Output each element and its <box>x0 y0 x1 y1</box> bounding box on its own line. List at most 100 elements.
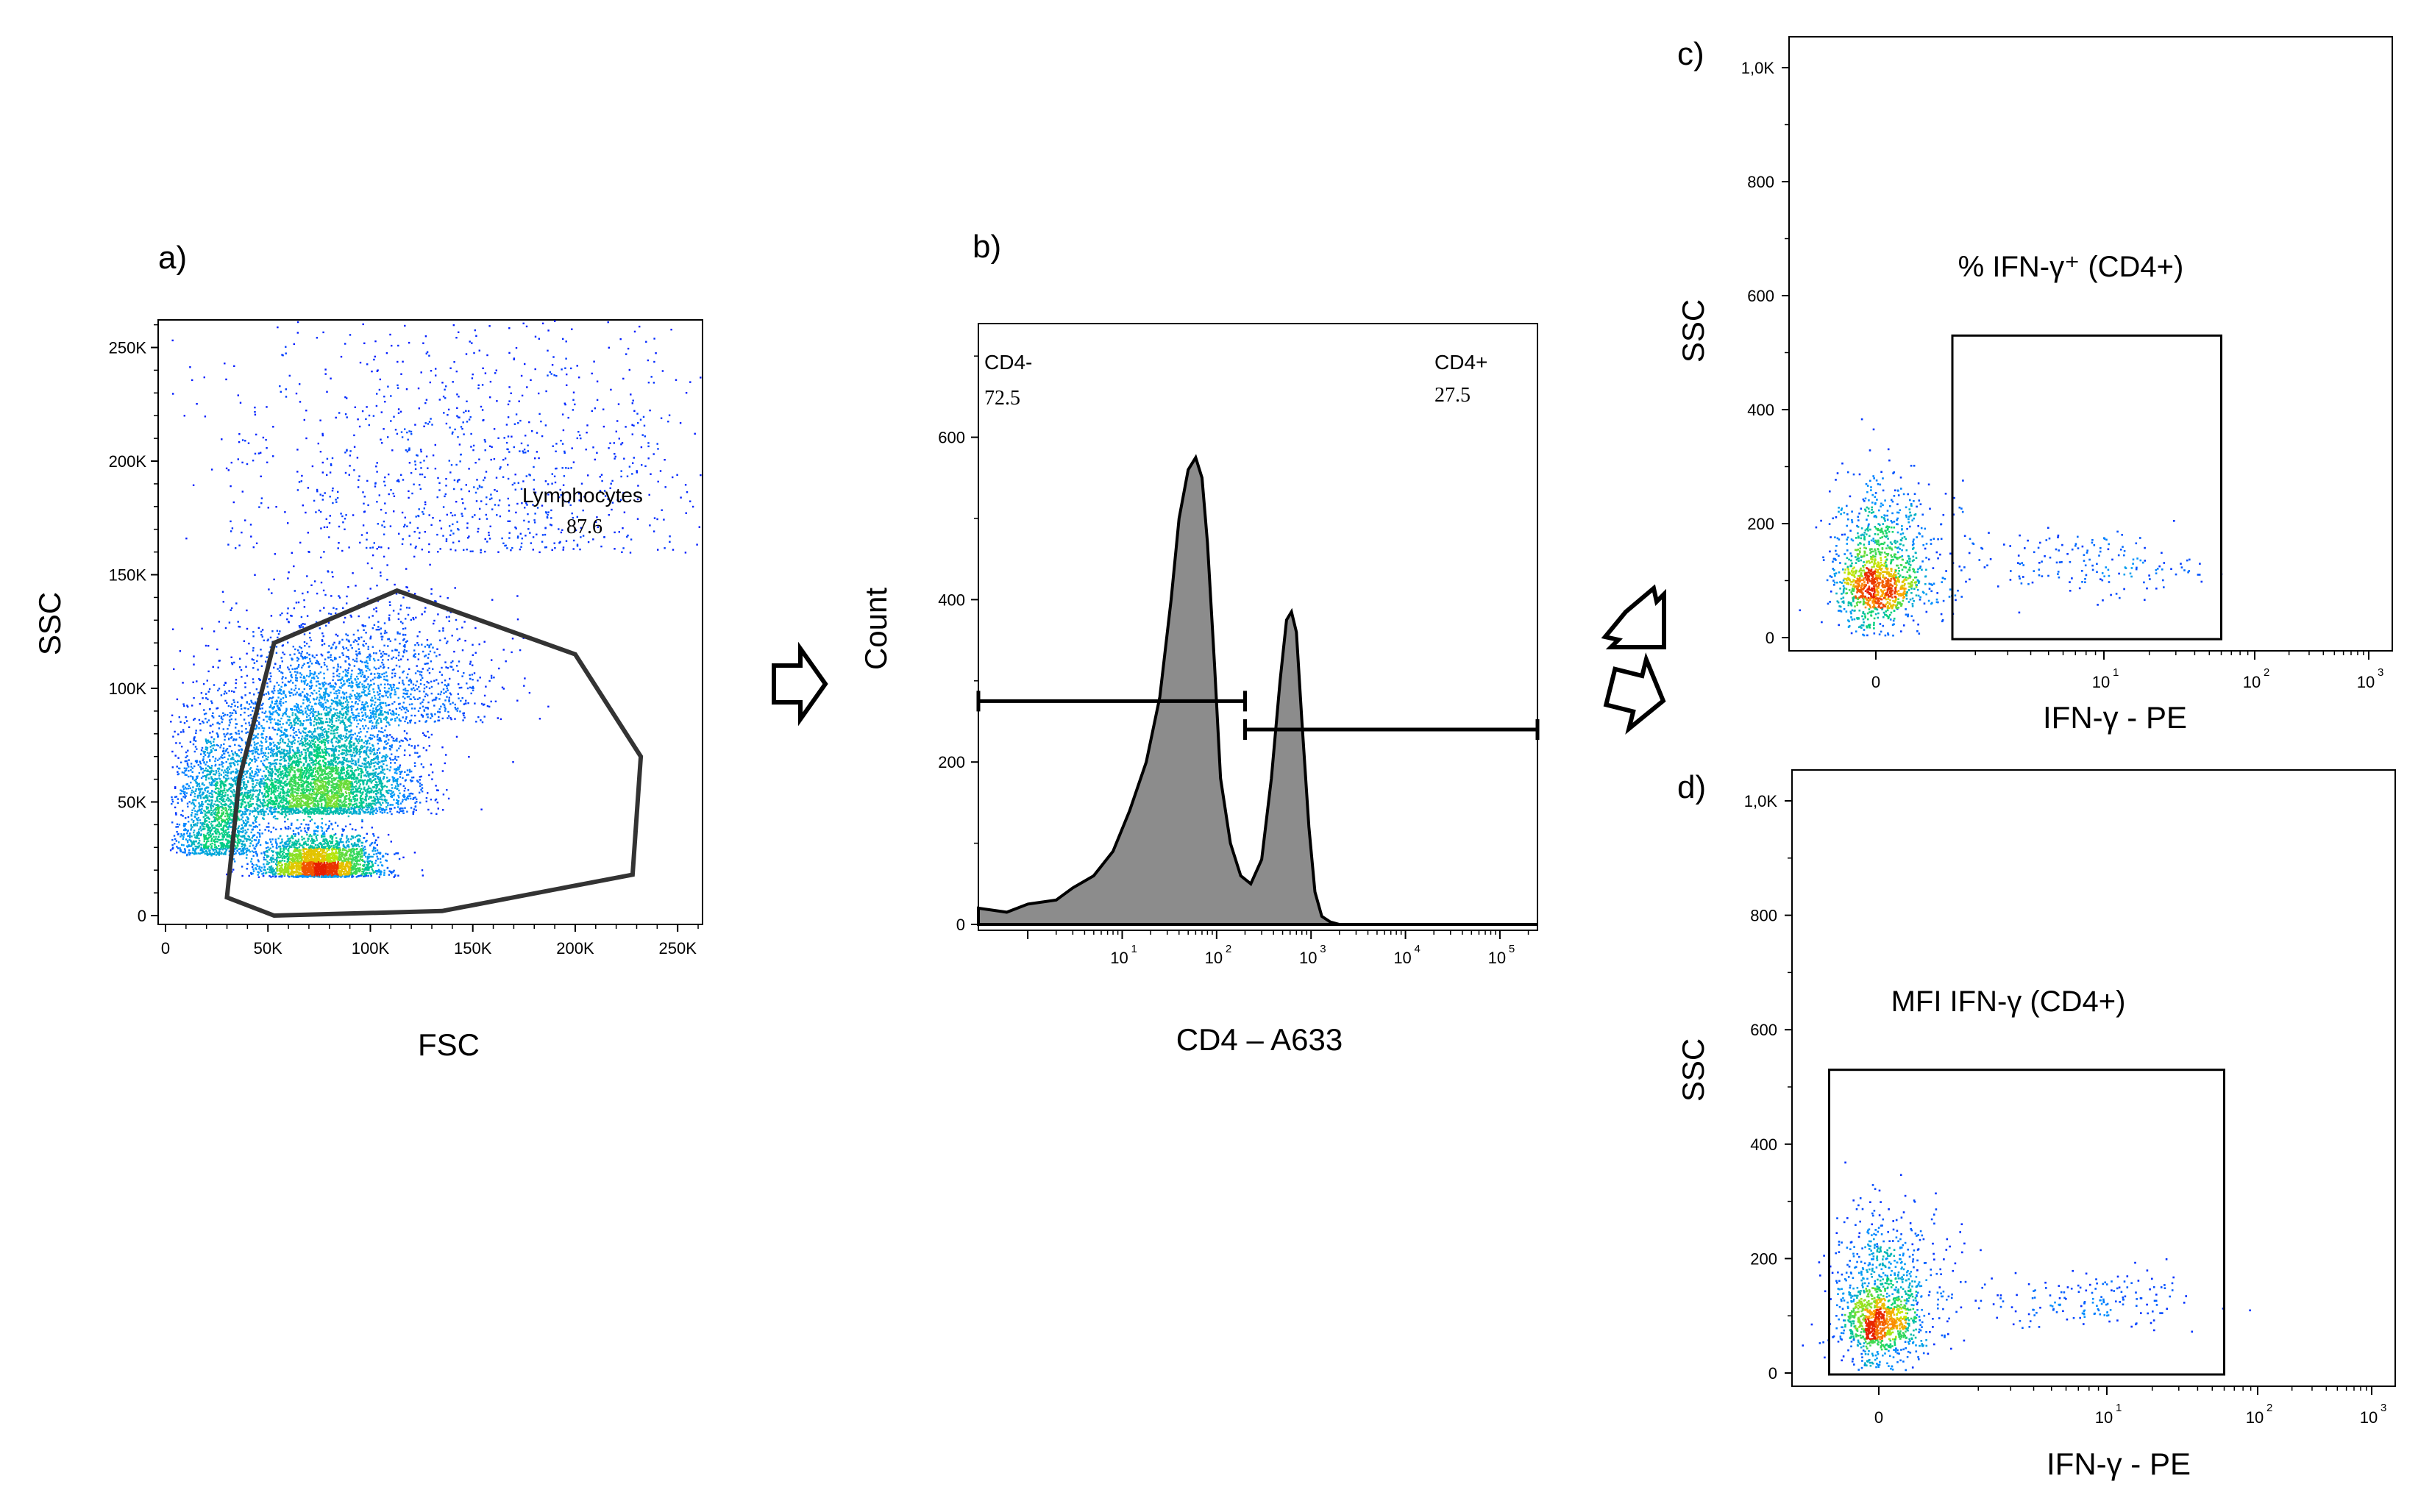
event-dot <box>365 874 367 877</box>
event-dot <box>417 744 419 746</box>
event-dot <box>273 870 275 873</box>
event-dot <box>309 735 311 738</box>
event-dot <box>355 810 358 813</box>
event-dot <box>287 869 289 871</box>
panel-a: a) 0 50K 100K 150K 200K 250K 050K100K150K200K… <box>32 240 703 1062</box>
event-dot <box>335 842 338 845</box>
event-dot <box>269 847 271 849</box>
event-dot <box>282 871 285 873</box>
event-dot <box>276 844 278 847</box>
event-dot <box>316 805 319 807</box>
event-dot <box>356 857 358 860</box>
event-dot <box>345 872 348 874</box>
event-dot <box>337 739 340 741</box>
event-dot <box>307 829 310 831</box>
event-dot <box>256 720 258 722</box>
event-dot <box>305 754 307 756</box>
event-dot <box>348 841 350 843</box>
event-dot <box>396 810 399 813</box>
event-dot <box>346 874 349 876</box>
event-dot <box>312 769 314 771</box>
event-dot <box>375 808 377 811</box>
event-dot <box>337 794 339 797</box>
event-dot <box>295 805 297 808</box>
event-dot <box>305 841 307 843</box>
event-dot <box>288 840 291 843</box>
event-dot <box>357 855 360 858</box>
event-dot <box>346 861 349 863</box>
event-dot <box>341 776 344 778</box>
event-dot <box>364 869 366 871</box>
event-dot <box>303 782 306 785</box>
event-dot <box>419 779 421 781</box>
event-dot <box>299 844 302 846</box>
event-dot <box>263 869 265 871</box>
event-dot <box>324 870 326 872</box>
event-dot <box>364 740 367 742</box>
event-dot <box>312 771 314 774</box>
event-dot <box>399 771 401 773</box>
event-dot <box>270 807 272 810</box>
event-dot <box>404 787 406 790</box>
event-dot <box>328 766 331 769</box>
event-dot <box>385 759 387 762</box>
event-dot <box>346 726 348 728</box>
event-dot <box>283 767 285 769</box>
event-dot <box>274 810 277 813</box>
event-dot <box>291 875 293 877</box>
event-dot <box>302 785 305 788</box>
event-dot <box>328 862 331 865</box>
event-dot <box>322 849 324 852</box>
event-dot <box>288 876 291 878</box>
event-dot <box>294 804 296 806</box>
event-dot <box>291 762 294 764</box>
event-dot <box>213 809 216 811</box>
event-dot <box>354 871 356 873</box>
event-dot <box>363 874 366 877</box>
event-dot <box>371 738 373 740</box>
event-dot <box>358 732 360 734</box>
event-dot <box>403 754 406 756</box>
event-dot <box>363 763 366 766</box>
event-dot <box>300 712 302 714</box>
event-dot <box>327 874 329 876</box>
event-dot <box>320 868 322 871</box>
event-dot <box>349 685 351 687</box>
event-dot <box>347 874 349 876</box>
event-dot <box>372 796 375 798</box>
event-dot <box>316 846 319 849</box>
event-dot <box>381 864 383 866</box>
event-dot <box>255 771 257 773</box>
event-dot <box>350 807 352 809</box>
event-dot <box>246 854 248 856</box>
event-dot <box>354 844 356 847</box>
event-dot <box>273 745 275 747</box>
event-dot <box>315 853 318 856</box>
event-dot <box>290 792 292 795</box>
event-dot <box>420 763 423 766</box>
event-dot <box>280 855 282 857</box>
event-dot <box>344 782 347 785</box>
event-dot <box>283 760 285 762</box>
event-dot <box>290 783 293 785</box>
event-dot <box>310 840 312 842</box>
event-dot <box>351 872 353 874</box>
event-dot <box>297 758 299 761</box>
event-dot <box>281 838 283 841</box>
event-dot <box>408 771 411 773</box>
event-dot <box>366 678 368 680</box>
event-dot <box>313 832 316 835</box>
event-dot <box>296 861 299 863</box>
event-dot <box>299 676 302 679</box>
event-dot <box>330 730 333 732</box>
event-dot <box>338 855 341 857</box>
event-dot <box>288 872 291 874</box>
event-dot <box>266 799 269 802</box>
event-dot <box>266 860 269 863</box>
event-dot <box>274 858 277 861</box>
event-dot <box>370 796 373 799</box>
event-dot <box>376 869 378 872</box>
event-dot <box>310 851 312 853</box>
event-dot <box>308 809 310 811</box>
event-dot <box>391 753 393 755</box>
